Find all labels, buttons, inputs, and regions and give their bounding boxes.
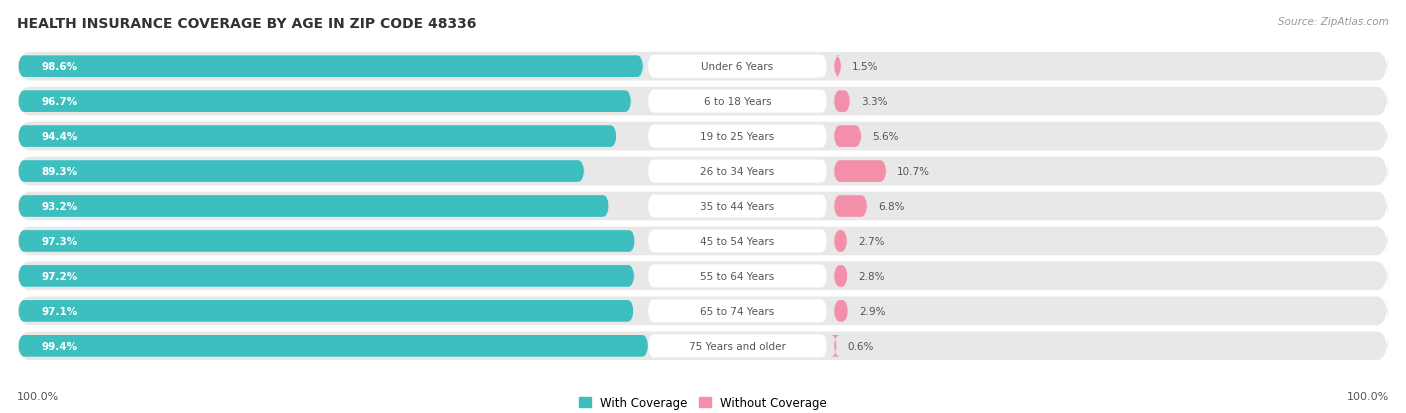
FancyBboxPatch shape [18, 262, 1388, 291]
Text: 10.7%: 10.7% [897, 166, 931, 177]
FancyBboxPatch shape [648, 160, 827, 183]
FancyBboxPatch shape [648, 335, 827, 358]
FancyBboxPatch shape [831, 335, 841, 357]
FancyBboxPatch shape [834, 230, 846, 252]
FancyBboxPatch shape [648, 230, 827, 253]
Text: Under 6 Years: Under 6 Years [702, 62, 773, 72]
Text: 97.2%: 97.2% [42, 271, 77, 281]
FancyBboxPatch shape [18, 227, 1388, 256]
Text: 35 to 44 Years: 35 to 44 Years [700, 202, 775, 211]
FancyBboxPatch shape [648, 195, 827, 218]
Text: 2.8%: 2.8% [859, 271, 886, 281]
Text: 93.2%: 93.2% [42, 202, 77, 211]
FancyBboxPatch shape [18, 192, 1388, 221]
FancyBboxPatch shape [648, 55, 827, 78]
FancyBboxPatch shape [18, 91, 631, 113]
Text: 99.4%: 99.4% [42, 341, 77, 351]
Text: 100.0%: 100.0% [17, 391, 59, 401]
Legend: With Coverage, Without Coverage: With Coverage, Without Coverage [574, 392, 832, 413]
Text: 55 to 64 Years: 55 to 64 Years [700, 271, 775, 281]
Text: 2.9%: 2.9% [859, 306, 886, 316]
FancyBboxPatch shape [834, 126, 862, 147]
FancyBboxPatch shape [834, 56, 841, 78]
FancyBboxPatch shape [648, 265, 827, 288]
FancyBboxPatch shape [18, 230, 636, 252]
Text: 97.1%: 97.1% [42, 306, 77, 316]
Text: 3.3%: 3.3% [860, 97, 887, 107]
Text: 45 to 54 Years: 45 to 54 Years [700, 236, 775, 247]
FancyBboxPatch shape [18, 300, 634, 322]
Text: 6 to 18 Years: 6 to 18 Years [703, 97, 772, 107]
FancyBboxPatch shape [18, 332, 1388, 360]
FancyBboxPatch shape [18, 157, 1388, 186]
Text: 2.7%: 2.7% [858, 236, 884, 247]
Text: 94.4%: 94.4% [42, 132, 77, 142]
FancyBboxPatch shape [834, 161, 886, 183]
FancyBboxPatch shape [18, 297, 1388, 325]
FancyBboxPatch shape [648, 125, 827, 148]
Text: 5.6%: 5.6% [872, 132, 898, 142]
Text: 0.6%: 0.6% [848, 341, 875, 351]
FancyBboxPatch shape [648, 90, 827, 114]
FancyBboxPatch shape [18, 126, 616, 147]
Text: Source: ZipAtlas.com: Source: ZipAtlas.com [1278, 17, 1389, 26]
FancyBboxPatch shape [18, 335, 648, 357]
FancyBboxPatch shape [834, 91, 851, 113]
Text: 65 to 74 Years: 65 to 74 Years [700, 306, 775, 316]
FancyBboxPatch shape [648, 299, 827, 323]
FancyBboxPatch shape [834, 266, 848, 287]
FancyBboxPatch shape [18, 266, 634, 287]
Text: 75 Years and older: 75 Years and older [689, 341, 786, 351]
FancyBboxPatch shape [18, 88, 1388, 116]
FancyBboxPatch shape [834, 196, 868, 217]
Text: 1.5%: 1.5% [852, 62, 879, 72]
Text: 26 to 34 Years: 26 to 34 Years [700, 166, 775, 177]
FancyBboxPatch shape [18, 56, 643, 78]
FancyBboxPatch shape [834, 300, 848, 322]
Text: 96.7%: 96.7% [42, 97, 77, 107]
Text: 6.8%: 6.8% [879, 202, 904, 211]
FancyBboxPatch shape [18, 161, 585, 183]
Text: 89.3%: 89.3% [42, 166, 77, 177]
Text: 100.0%: 100.0% [1347, 391, 1389, 401]
FancyBboxPatch shape [18, 122, 1388, 151]
Text: 98.6%: 98.6% [42, 62, 77, 72]
Text: HEALTH INSURANCE COVERAGE BY AGE IN ZIP CODE 48336: HEALTH INSURANCE COVERAGE BY AGE IN ZIP … [17, 17, 477, 31]
FancyBboxPatch shape [18, 196, 609, 217]
FancyBboxPatch shape [18, 53, 1388, 81]
Text: 97.3%: 97.3% [42, 236, 77, 247]
Text: 19 to 25 Years: 19 to 25 Years [700, 132, 775, 142]
